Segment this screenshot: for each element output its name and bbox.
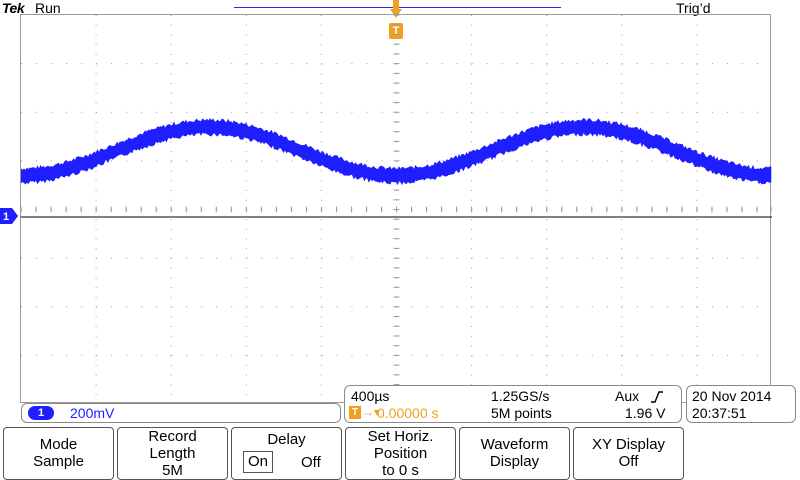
trigger-level: 1.96 V [625,405,666,421]
rising-edge-icon [651,391,663,403]
channel1-badge: 1 [28,406,54,420]
ground-marker-label: 1 [3,211,9,223]
date: 20 Nov 2014 [692,388,772,404]
tek-logo: Tek [2,0,25,16]
xy-display-label: XY Display [591,436,666,453]
trigger-position-icon [390,0,402,18]
horizontal-readout[interactable]: 400µs 1.25GS/s Aux T →▾ 0.00000 s 5M poi… [344,385,682,423]
record-points: 5M points [491,405,552,421]
trigger-source: Aux [615,388,640,404]
waveform-display-button[interactable]: Waveform Display [459,427,570,480]
set-horiz-label-1: Set Horiz. [367,428,434,445]
set-horiz-position-button[interactable]: Set Horiz. Position to 0 s [345,427,456,480]
waveform-display-label-2: Display [489,453,540,470]
record-length-value: 5M [162,462,183,479]
channel1-readout[interactable]: 1 200mV [21,403,341,423]
horizontal-position: 0.00000 s [377,405,439,421]
mode-value: Sample [33,453,84,470]
time: 20:37:51 [692,405,747,421]
record-length-label-2: Length [149,445,196,462]
channel1-scale: 200mV [70,405,115,421]
xy-display-value: Off [618,453,639,470]
record-length-label-1: Record [148,428,197,445]
channel1-ground-marker[interactable]: 1 [0,208,18,224]
delay-on-option[interactable]: On [243,451,273,473]
set-horiz-label-2: Position [373,445,428,462]
datetime-readout: 20 Nov 2014 20:37:51 [686,385,796,423]
delay-label: Delay [267,431,306,448]
set-horiz-label-3: to 0 s [382,462,419,479]
delay-options: On Off [232,451,341,475]
trigger-status: Trig’d [676,0,711,16]
xy-display-button[interactable]: XY Display Off [573,427,684,480]
waveform-graticule [20,14,772,404]
channel1-waveform [21,117,772,186]
record-length-button[interactable]: Record Length 5M [117,427,228,480]
waveform-display-label-1: Waveform [480,436,549,453]
time-per-division: 400µs [351,388,390,404]
trigger-point-marker: T [389,23,403,39]
acquisition-status: Run [35,0,61,16]
mode-button[interactable]: Mode Sample [3,427,114,480]
delay-button[interactable]: Delay On Off [231,427,342,480]
trigger-badge: T [349,406,361,419]
mode-label: Mode [39,436,78,453]
trigger-arrow-icon: →▾ [362,405,381,419]
graticule-grid [21,15,772,404]
delay-off-option[interactable]: Off [301,454,321,471]
sample-rate: 1.25GS/s [491,388,550,404]
